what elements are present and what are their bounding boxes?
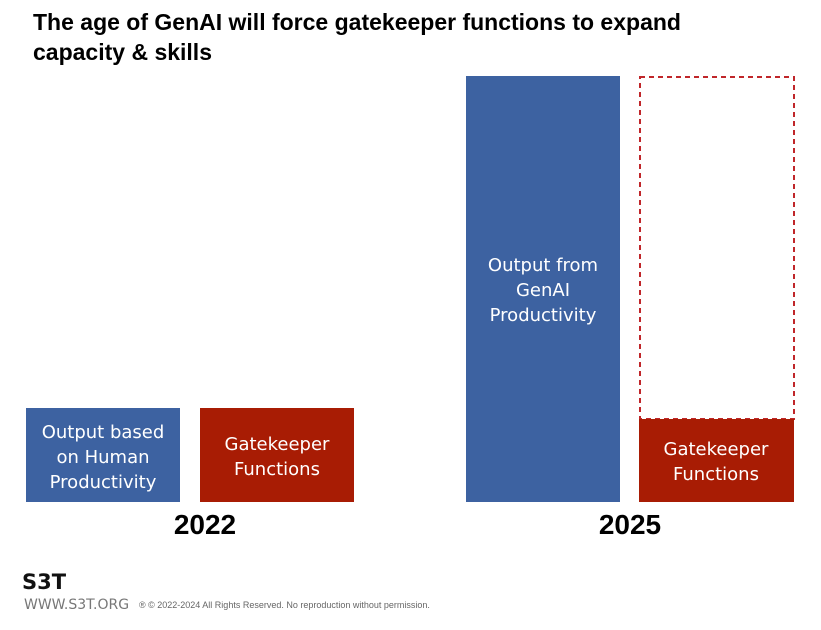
- box-label: Gatekeeper: [225, 434, 331, 455]
- box-label: GenAI: [516, 280, 570, 301]
- box-gatekeeper: [639, 419, 794, 502]
- logo: S3T: [22, 570, 67, 594]
- box-label: Gatekeeper: [664, 439, 770, 460]
- box-label: on Human: [56, 447, 149, 468]
- site: WWW.S3T.ORG: [24, 597, 129, 613]
- box-label: Functions: [673, 464, 759, 485]
- box-genai: [466, 76, 620, 502]
- copyright: ® © 2022-2024 All Rights Reserved. No re…: [139, 600, 430, 610]
- box-label: Productivity: [50, 472, 157, 493]
- dashed-gap: [639, 76, 795, 420]
- box-label: Output from: [488, 255, 598, 276]
- title-line: capacity & skills: [33, 39, 212, 65]
- box-label: Functions: [234, 459, 320, 480]
- box-label: Productivity: [490, 305, 597, 326]
- year: 2025: [599, 509, 661, 540]
- title-line: The age of GenAI will force gatekeeper f…: [33, 9, 681, 35]
- year: 2022: [174, 509, 236, 540]
- box-label: Output based: [42, 422, 165, 443]
- box-human: [26, 408, 180, 502]
- box-gatekeeper: [200, 408, 354, 502]
